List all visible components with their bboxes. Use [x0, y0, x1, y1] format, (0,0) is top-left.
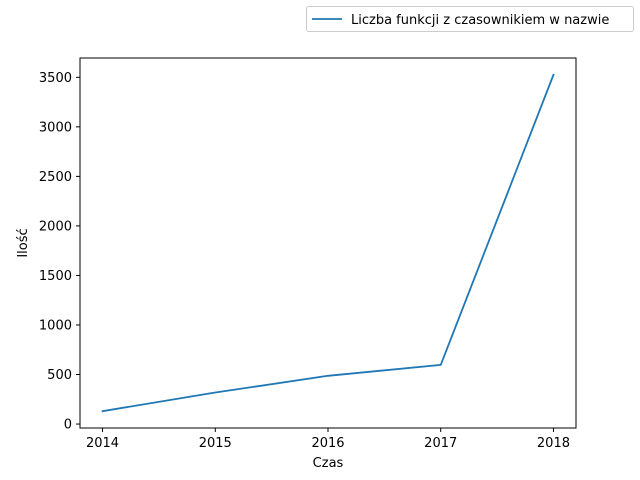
y-tick: 3000 — [39, 120, 80, 135]
x-tick-label: 2016 — [311, 436, 344, 451]
y-tick-label: 1000 — [39, 318, 72, 333]
x-tick: 2014 — [86, 428, 119, 451]
y-tick: 3500 — [39, 71, 80, 86]
y-tick: 1500 — [39, 269, 80, 284]
legend: Liczba funkcji z czasownikiem w nazwie — [306, 6, 634, 32]
x-tick-label: 2017 — [424, 436, 457, 451]
series-layer — [101, 73, 555, 413]
y-tick-label: 1500 — [39, 269, 72, 284]
y-tick: 0 — [64, 418, 80, 433]
plot-area-frame — [79, 57, 577, 429]
y-axis: 0 500 1000 1500 2000 2500 3000 3500 — [39, 71, 80, 433]
y-tick-label: 2500 — [39, 170, 72, 185]
x-axis: 2014 2015 2016 2017 2018 — [86, 428, 570, 451]
x-tick-label: 2018 — [537, 436, 570, 451]
x-tick: 2017 — [424, 428, 457, 451]
y-tick-label: 500 — [47, 368, 72, 383]
y-tick-label: 3500 — [39, 71, 72, 86]
y-tick-label: 0 — [64, 418, 72, 433]
legend-label: Liczba funkcji z czasownikiem w nazwie — [351, 13, 609, 28]
y-tick: 2500 — [39, 170, 80, 185]
y-tick-label: 2000 — [39, 219, 72, 234]
x-tick-label: 2014 — [86, 436, 119, 451]
y-axis-label: Ilość — [16, 228, 31, 257]
y-tick: 2000 — [39, 219, 80, 234]
y-tick-label: 3000 — [39, 120, 72, 135]
legend-frame — [306, 6, 634, 32]
y-tick: 500 — [47, 368, 80, 383]
y-tick: 1000 — [39, 318, 80, 333]
series-line-0 — [101, 73, 555, 413]
x-tick: 2015 — [199, 428, 232, 451]
x-axis-label: Czas — [313, 456, 344, 471]
x-tick-label: 2015 — [199, 436, 232, 451]
x-tick: 2016 — [311, 428, 345, 451]
x-tick: 2018 — [537, 428, 570, 451]
